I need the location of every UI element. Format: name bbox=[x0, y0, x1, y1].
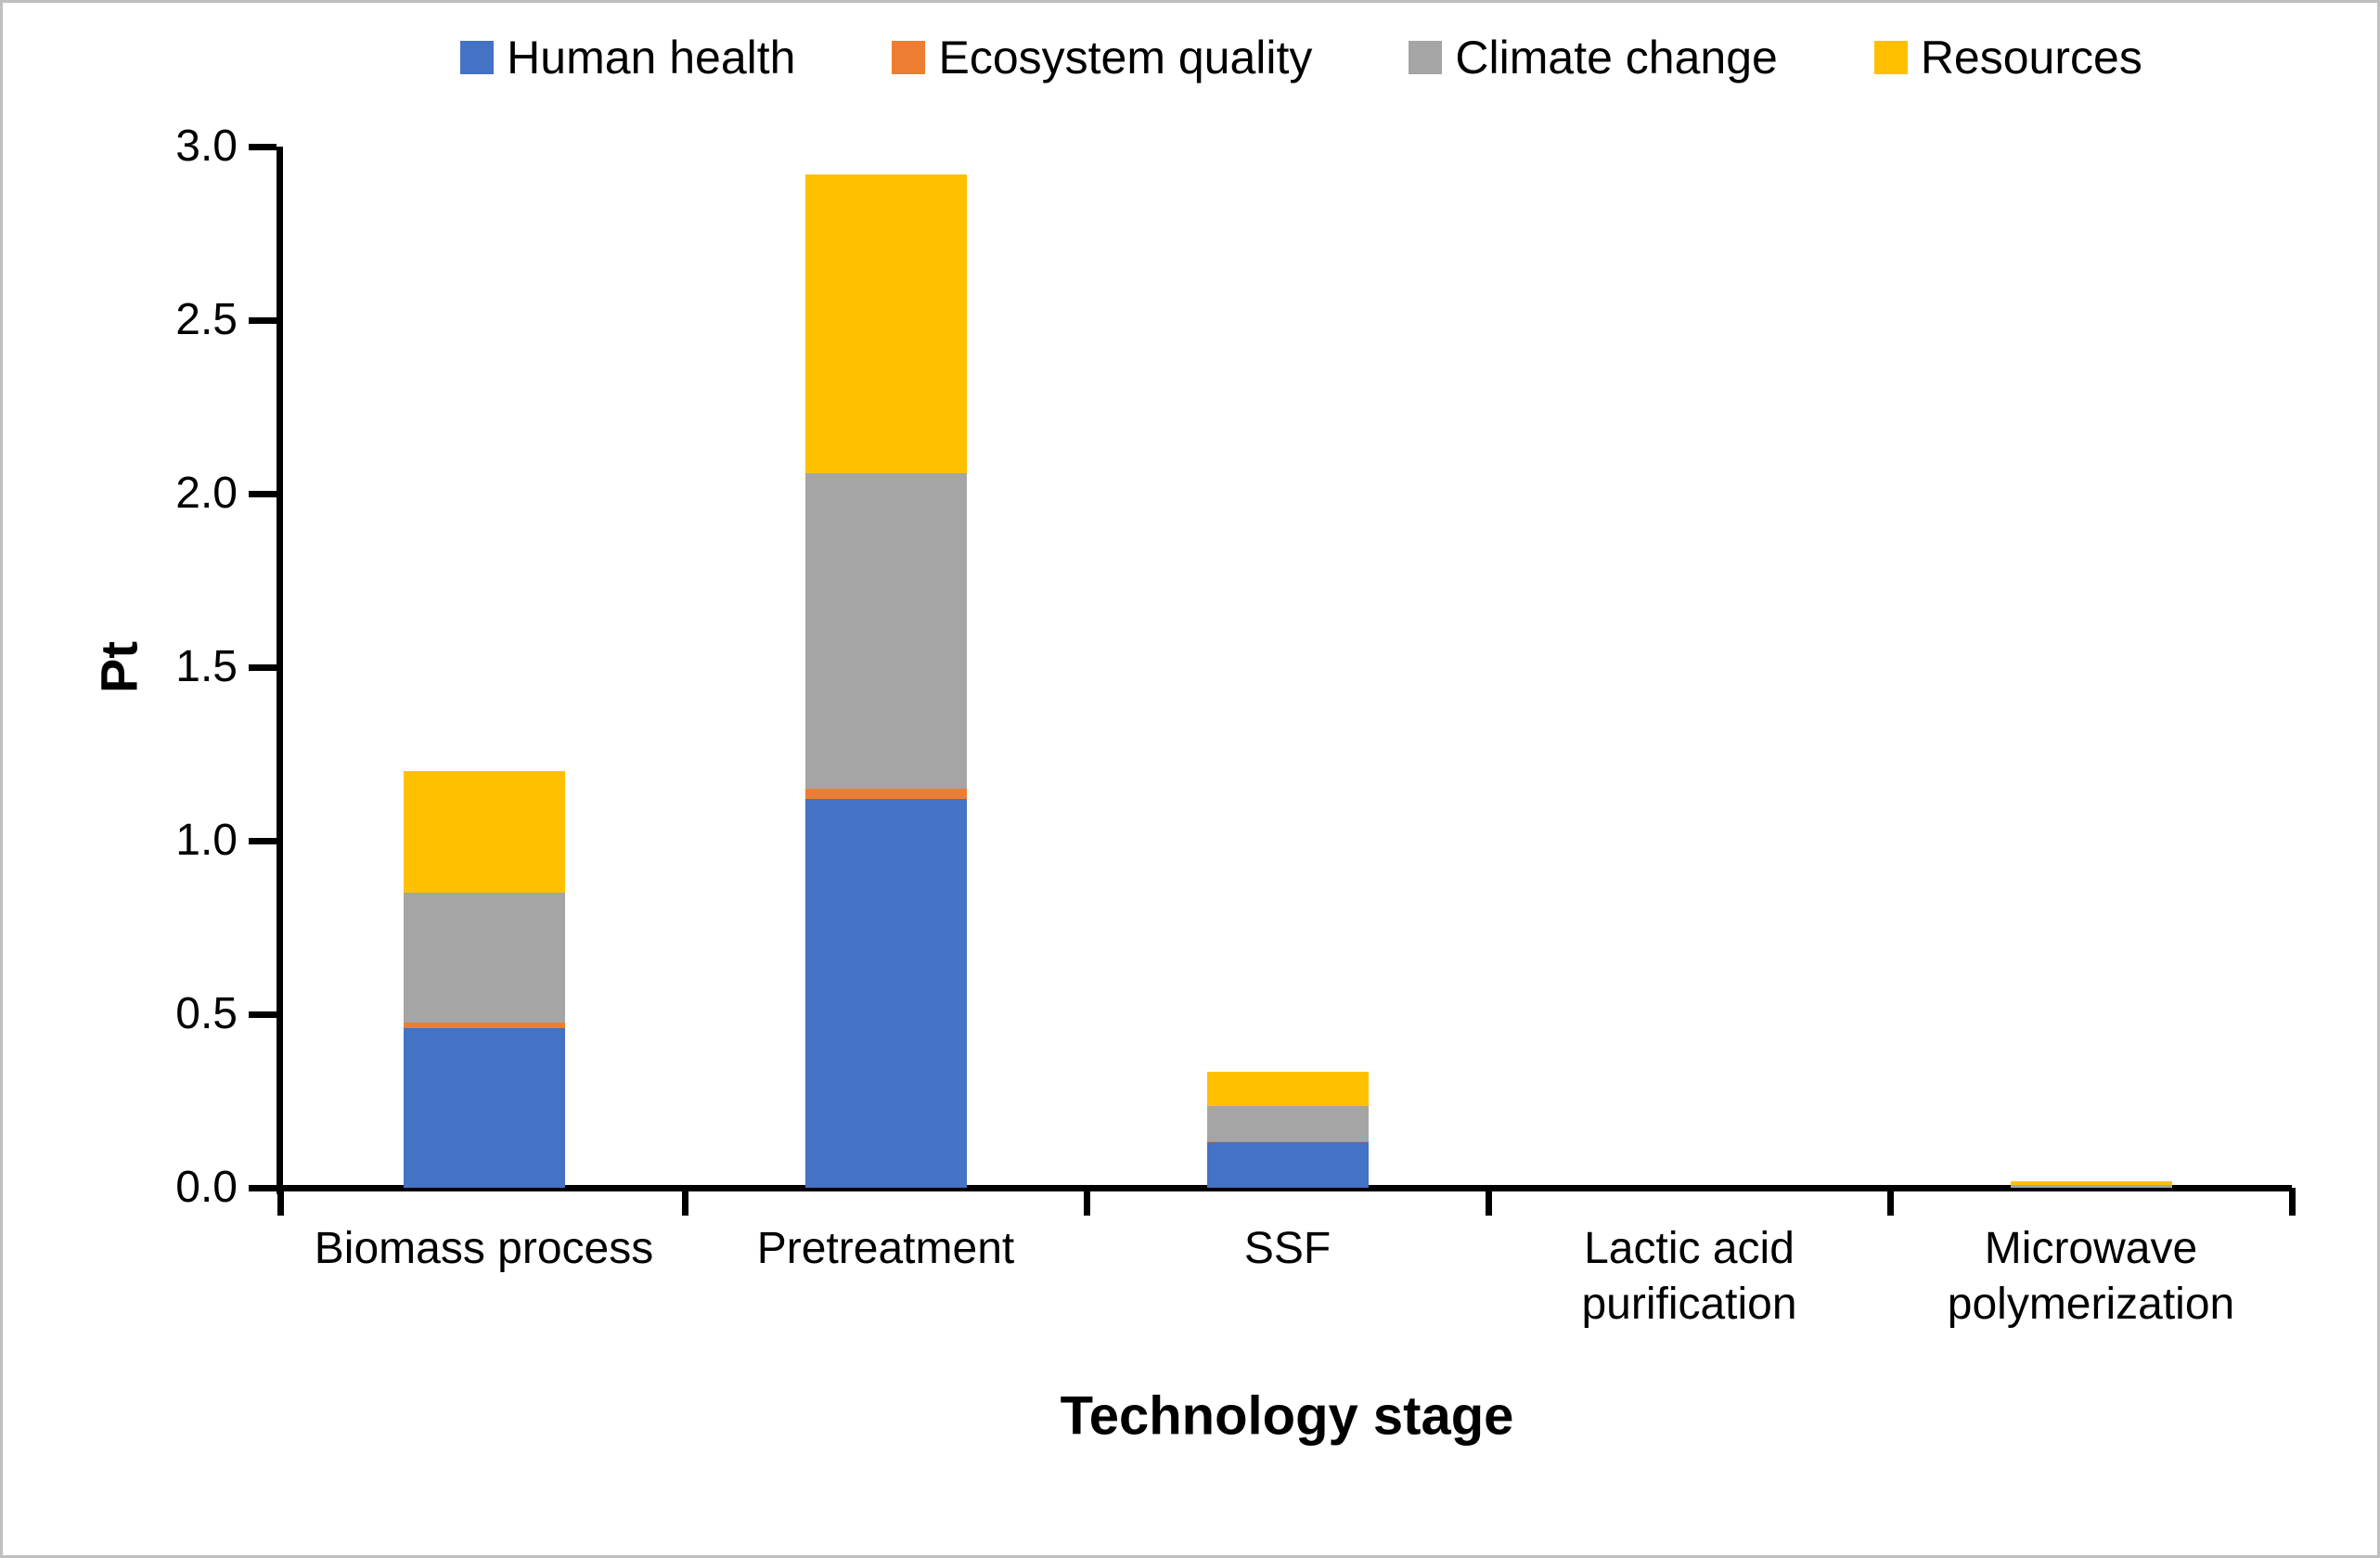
legend-label: Resources bbox=[1920, 32, 2142, 84]
y-tick-mark bbox=[249, 144, 277, 150]
x-category-label-line: Biomass process bbox=[314, 1224, 654, 1273]
y-tick-mark bbox=[249, 317, 277, 324]
legend-item-human-health: Human health bbox=[460, 31, 795, 84]
y-tick-mark bbox=[249, 1185, 277, 1191]
y-tick-label: 0.0 bbox=[175, 1163, 238, 1212]
legend-swatch-icon bbox=[1409, 41, 1443, 74]
x-category-label-line: purification bbox=[1581, 1280, 1797, 1329]
x-category-label-cat5: Microwave polymerization bbox=[1892, 1221, 2291, 1333]
bar-segment-climate-change-cat1 bbox=[403, 893, 565, 1024]
x-category-label-line: polymerization bbox=[1947, 1280, 2235, 1329]
y-tick-label: 2.0 bbox=[175, 469, 238, 518]
y-tick-label: 0.5 bbox=[175, 989, 238, 1038]
y-tick-mark bbox=[249, 664, 277, 671]
y-axis-line bbox=[277, 147, 283, 1194]
bar-segment-human-health-cat1 bbox=[403, 1027, 565, 1188]
x-tick-mark bbox=[682, 1188, 688, 1216]
x-category-label-cat2: Pretreatment bbox=[687, 1221, 1086, 1277]
legend-label: Ecosystem quality bbox=[938, 32, 1313, 84]
legend-label: Climate change bbox=[1455, 32, 1778, 84]
legend-label: Human health bbox=[507, 32, 796, 84]
bar-segment-human-health-cat2 bbox=[804, 799, 967, 1188]
bar-segment-climate-change-cat2 bbox=[804, 472, 967, 789]
y-tick-label: 2.5 bbox=[175, 295, 238, 344]
legend-item-ecosystem-quality: Ecosystem quality bbox=[892, 31, 1312, 84]
bar-segment-resources-cat1 bbox=[403, 771, 565, 894]
legend-swatch-icon bbox=[1873, 41, 1908, 74]
bar-segment-ecosystem-quality-cat3 bbox=[1206, 1140, 1369, 1143]
y-tick-mark bbox=[249, 1011, 277, 1018]
bar-segment-ecosystem-quality-cat2 bbox=[804, 788, 967, 800]
x-axis-title: Technology stage bbox=[1060, 1385, 1514, 1447]
y-tick-label: 1.0 bbox=[175, 816, 238, 865]
bar-segment-climate-change-cat3 bbox=[1206, 1106, 1369, 1141]
y-tick-label: 3.0 bbox=[175, 122, 238, 171]
bar-segment-ecosystem-quality-cat1 bbox=[403, 1023, 565, 1028]
bar-segment-resources-cat3 bbox=[1206, 1071, 1369, 1107]
legend-item-climate-change: Climate change bbox=[1409, 31, 1778, 84]
bar-segment-resources-cat5 bbox=[2010, 1180, 2172, 1186]
x-category-label-line: SSF bbox=[1243, 1224, 1332, 1273]
bar-segment-human-health-cat3 bbox=[1206, 1142, 1369, 1188]
x-category-label-cat4: Lactic acid purification bbox=[1490, 1221, 1889, 1333]
x-tick-mark bbox=[277, 1188, 284, 1216]
legend-swatch-icon bbox=[892, 41, 926, 74]
y-tick-mark bbox=[249, 838, 277, 844]
x-category-label-line: Lactic acid bbox=[1584, 1224, 1795, 1273]
x-tick-mark bbox=[1486, 1188, 1492, 1216]
bar-segment-climate-change-cat5 bbox=[2010, 1185, 2172, 1188]
x-tick-mark bbox=[1887, 1188, 1894, 1216]
x-category-label-line: Pretreatment bbox=[756, 1224, 1015, 1273]
x-category-label-cat3: SSF bbox=[1088, 1221, 1487, 1277]
x-category-label-line: Microwave bbox=[1984, 1224, 2198, 1273]
legend: Human health Ecosystem quality Climate cha… bbox=[3, 31, 2377, 84]
x-tick-mark bbox=[2289, 1188, 2296, 1216]
bar-segment-resources-cat2 bbox=[804, 174, 967, 473]
y-tick-mark bbox=[249, 491, 277, 497]
x-category-label-cat1: Biomass process bbox=[285, 1221, 684, 1277]
x-axis-line bbox=[277, 1185, 2292, 1191]
y-tick-label: 1.5 bbox=[175, 642, 238, 691]
legend-swatch-icon bbox=[460, 41, 495, 74]
x-tick-mark bbox=[1084, 1188, 1090, 1216]
legend-item-resources: Resources bbox=[1873, 31, 2142, 84]
